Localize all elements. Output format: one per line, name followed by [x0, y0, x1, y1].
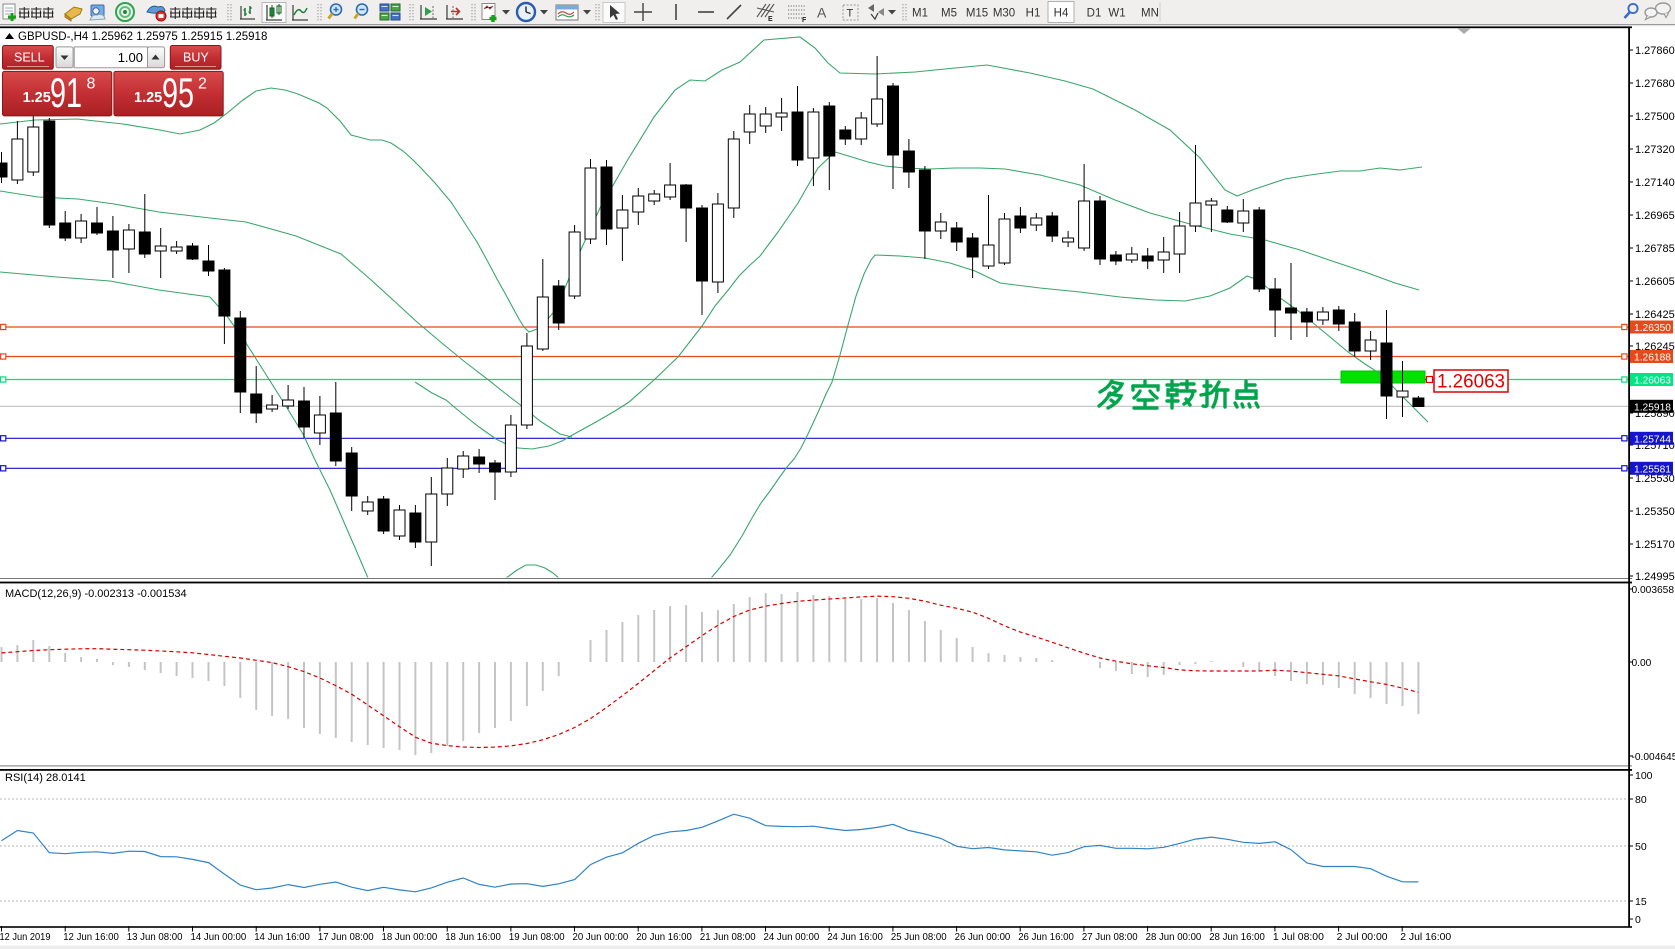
svg-text:26 Jun 00:00: 26 Jun 00:00 [955, 931, 1011, 943]
svg-text:25 Jun 08:00: 25 Jun 08:00 [891, 931, 947, 943]
svg-text:0: 0 [1635, 914, 1641, 926]
svg-text:18 Jun 00:00: 18 Jun 00:00 [382, 931, 438, 943]
svg-text:20 Jun 16:00: 20 Jun 16:00 [636, 931, 692, 943]
svg-text:1.00: 1.00 [118, 50, 143, 65]
svg-text:1.27860: 1.27860 [1635, 45, 1675, 57]
svg-text:26 Jun 16:00: 26 Jun 16:00 [1018, 931, 1074, 943]
svg-text:50: 50 [1635, 841, 1647, 853]
svg-text:W1: W1 [1108, 8, 1125, 20]
svg-text:2: 2 [198, 76, 207, 93]
svg-text:8: 8 [87, 76, 96, 93]
svg-text:1.24995: 1.24995 [1635, 571, 1675, 583]
svg-text:RSI(14) 28.0141: RSI(14) 28.0141 [5, 772, 86, 784]
svg-text:21 Jun 08:00: 21 Jun 08:00 [700, 931, 756, 943]
svg-text:M15: M15 [966, 8, 988, 20]
svg-text:100: 100 [1635, 770, 1653, 782]
svg-text:80: 80 [1635, 794, 1647, 806]
svg-text:1.27680: 1.27680 [1635, 78, 1675, 90]
svg-text:A: A [817, 5, 827, 21]
svg-text:14 Jun 16:00: 14 Jun 16:00 [254, 931, 310, 943]
svg-text:1.25: 1.25 [23, 90, 51, 106]
svg-text:1.26605: 1.26605 [1635, 276, 1675, 288]
svg-text:H4: H4 [1054, 8, 1069, 20]
svg-text:1.26350: 1.26350 [1634, 322, 1671, 334]
svg-text:0.00: 0.00 [1632, 658, 1652, 669]
svg-text:20 Jun 00:00: 20 Jun 00:00 [573, 931, 629, 943]
svg-text:T: T [847, 8, 854, 20]
svg-text:13 Jun 08:00: 13 Jun 08:00 [127, 931, 183, 943]
svg-text:MN: MN [1141, 8, 1159, 20]
svg-text:-0.004645: -0.004645 [1632, 752, 1675, 763]
svg-text:H1: H1 [1026, 8, 1041, 20]
svg-text:91: 91 [50, 69, 82, 116]
svg-text:18 Jun 16:00: 18 Jun 16:00 [445, 931, 501, 943]
svg-text:1.26965: 1.26965 [1635, 210, 1675, 222]
svg-text:28 Jun 16:00: 28 Jun 16:00 [1209, 931, 1265, 943]
svg-text:19 Jun 08:00: 19 Jun 08:00 [509, 931, 565, 943]
svg-text:1.25: 1.25 [134, 90, 162, 106]
svg-text:1.26188: 1.26188 [1634, 352, 1671, 364]
svg-text:SELL: SELL [14, 51, 45, 65]
svg-text:1.26785: 1.26785 [1635, 243, 1675, 255]
svg-text:GBPUSD-,H4 1.25962 1.25975 1.: GBPUSD-,H4 1.25962 1.25975 1.25915 1.259… [18, 31, 267, 43]
svg-text:BUY: BUY [183, 51, 209, 65]
svg-text:M5: M5 [941, 8, 957, 20]
svg-text:24 Jun 16:00: 24 Jun 16:00 [827, 931, 883, 943]
svg-text:1.25170: 1.25170 [1635, 539, 1675, 551]
svg-text:27 Jun 08:00: 27 Jun 08:00 [1082, 931, 1138, 943]
svg-text:1.25350: 1.25350 [1635, 506, 1675, 518]
svg-text:1.27320: 1.27320 [1635, 144, 1675, 156]
svg-text:1 Jul 08:00: 1 Jul 08:00 [1273, 931, 1324, 943]
svg-text:D1: D1 [1087, 8, 1102, 20]
svg-text:1.25918: 1.25918 [1634, 401, 1671, 413]
svg-text:M30: M30 [993, 8, 1015, 20]
svg-text:0.003658: 0.003658 [1632, 585, 1675, 596]
svg-text:95: 95 [162, 69, 194, 116]
svg-text:1.26425: 1.26425 [1635, 309, 1675, 321]
svg-text:1.25744: 1.25744 [1634, 433, 1671, 445]
svg-text:1.27140: 1.27140 [1635, 177, 1675, 189]
svg-text:1.25581: 1.25581 [1634, 463, 1671, 475]
svg-text:1.26063: 1.26063 [1437, 372, 1505, 393]
svg-text:2 Jul 16:00: 2 Jul 16:00 [1400, 931, 1451, 943]
svg-text:1.26063: 1.26063 [1634, 375, 1671, 387]
svg-text:F: F [802, 17, 807, 24]
svg-text:24 Jun 00:00: 24 Jun 00:00 [764, 931, 820, 943]
svg-text:E: E [768, 16, 773, 23]
svg-text:1.27500: 1.27500 [1635, 111, 1675, 123]
svg-text:1.25530: 1.25530 [1635, 473, 1675, 485]
svg-text:28 Jun 00:00: 28 Jun 00:00 [1146, 931, 1202, 943]
svg-text:14 Jun 00:00: 14 Jun 00:00 [191, 931, 247, 943]
svg-text:2 Jul 00:00: 2 Jul 00:00 [1337, 931, 1388, 943]
svg-text:MACD(12,26,9) -0.002313 -0.001: MACD(12,26,9) -0.002313 -0.001534 [5, 588, 187, 600]
svg-text:12 Jun 16:00: 12 Jun 16:00 [63, 931, 119, 943]
svg-text:17 Jun 08:00: 17 Jun 08:00 [318, 931, 374, 943]
svg-text:15: 15 [1635, 896, 1647, 908]
svg-text:M1: M1 [912, 8, 928, 20]
svg-text:12 Jun 2019: 12 Jun 2019 [0, 931, 51, 943]
